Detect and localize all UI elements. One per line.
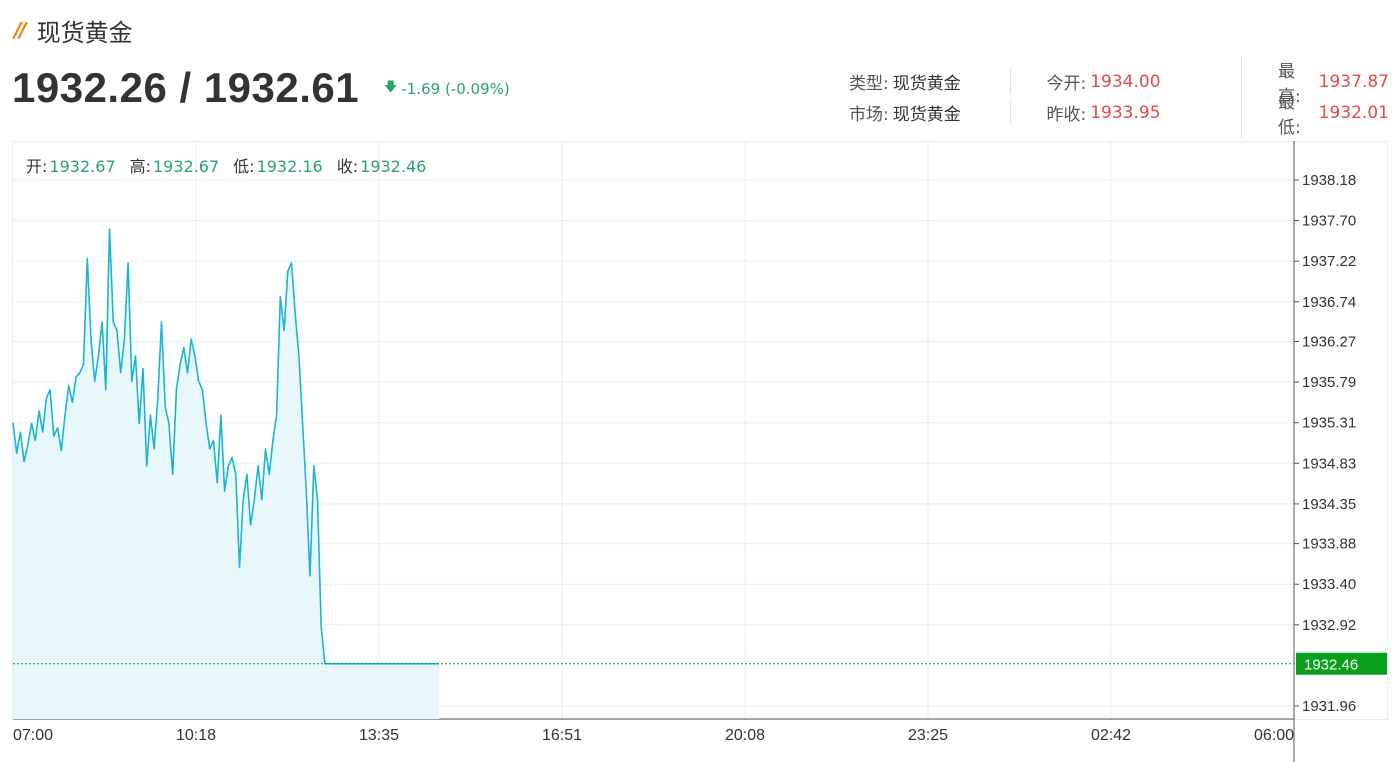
ohlc-open: 开: 1932.67 (26, 153, 116, 177)
prev-close-cell: 昨收: 1933.95 (1009, 100, 1242, 125)
market-cell: 市场: 现货黄金 (849, 100, 1010, 125)
y-tick-label: 1936.27 (1302, 334, 1356, 351)
quote-info-row: 类型: 现货黄金 今开: 1934.00 最高: 1937.87 (849, 56, 1389, 107)
prev-close-value: 1933.95 (1090, 102, 1161, 123)
x-tick-label: 16:51 (542, 727, 582, 744)
price-line (12, 228, 440, 665)
intraday-chart[interactable]: 1932.46 1938.18 1937.70 1937.22 1936.74 1936.… (12, 141, 1388, 762)
ohlc-readout: 开: 1932.67 高: 1932.67 低: 1932.16 收: 1932.46 (26, 153, 426, 177)
y-tick-label: 1932.92 (1302, 617, 1356, 634)
y-tick-label: 1935.31 (1302, 415, 1356, 432)
low-cell: 最低: 1932.01 (1241, 87, 1389, 138)
quote-info-panel: 类型: 现货黄金 今开: 1934.00 最高: 1937.87 市场: 现货黄… (849, 56, 1389, 138)
y-tick-label: 1937.70 (1302, 213, 1356, 230)
ohlc-open-value: 1932.67 (49, 157, 116, 176)
type-value: 现货黄金 (892, 74, 961, 94)
x-tick-label: 23:25 (908, 727, 948, 744)
current-price-badge (1296, 652, 1387, 675)
high-label: 最高: (1278, 61, 1301, 107)
open-cell: 今开: 1934.00 (1009, 69, 1242, 94)
x-tick-label: 07:00 (13, 727, 53, 744)
bid-ask-price: 1932.26 / 1932.61 (12, 64, 360, 111)
x-tick-label: 20:08 (725, 727, 765, 744)
price-area (13, 229, 440, 719)
type-cell: 类型: 现货黄金 (849, 69, 1010, 94)
x-tick-label: 02:42 (1091, 727, 1131, 744)
market-value: 现货黄金 (892, 105, 961, 125)
y-tick-label: 1931.96 (1302, 698, 1356, 715)
prev-close-label: 昨收: (1046, 105, 1087, 125)
y-tick-label: 1934.35 (1302, 496, 1356, 513)
ohlc-close-label: 收: (336, 157, 359, 176)
price-change-text: -1.69 (-0.09%) (401, 80, 510, 98)
high-cell: 最高: 1937.87 (1241, 56, 1389, 107)
y-tick-label: 1933.40 (1302, 576, 1356, 593)
ohlc-low-label: 低: (233, 157, 255, 176)
open-label: 今开: (1046, 74, 1087, 94)
y-tick-label: 1934.83 (1302, 455, 1356, 472)
title-accent-icon: // (14, 18, 27, 42)
type-label: 类型: (849, 74, 889, 94)
y-tick-label: 1938.18 (1302, 172, 1356, 189)
high-value: 1937.87 (1318, 71, 1389, 92)
chart-svg[interactable]: 1932.46 1938.18 1937.70 1937.22 1936.74 1936.… (12, 141, 1388, 762)
x-tick-label: 06:00 (1254, 727, 1294, 744)
page-title: 现货黄金 (36, 18, 133, 47)
ohlc-open-label: 开: (26, 157, 48, 176)
y-tick-label: 1935.79 (1302, 374, 1356, 391)
market-label: 市场: (849, 105, 889, 125)
quote-info-row: 市场: 现货黄金 昨收: 1933.95 最低: 1932.01 (849, 87, 1389, 138)
ohlc-close-value: 1932.46 (360, 157, 427, 176)
ohlc-high: 高: 1932.67 (130, 153, 220, 177)
ohlc-high-label: 高: (129, 157, 151, 176)
ohlc-close: 收: 1932.46 (337, 153, 427, 177)
arrow-down-icon: 🡇 (384, 80, 398, 95)
x-tick-label: 10:18 (176, 727, 216, 744)
current-price-label: 1932.46 (1304, 657, 1358, 674)
low-value: 1932.01 (1318, 102, 1389, 123)
x-tick-label: 13:35 (359, 727, 399, 744)
ohlc-high-value: 1932.67 (152, 157, 220, 176)
title-row: // 现货黄金 (14, 12, 133, 48)
ohlc-low-value: 1932.16 (256, 157, 323, 176)
y-tick-label: 1937.22 (1302, 253, 1356, 270)
y-tick-label: 1933.88 (1302, 536, 1356, 553)
low-label: 最低: (1278, 92, 1301, 138)
ohlc-low: 低: 1932.16 (233, 153, 323, 177)
price-change: 🡇 -1.69 (-0.09%) (384, 78, 510, 100)
open-value: 1934.00 (1090, 71, 1161, 92)
y-tick-label: 1936.74 (1302, 294, 1356, 311)
